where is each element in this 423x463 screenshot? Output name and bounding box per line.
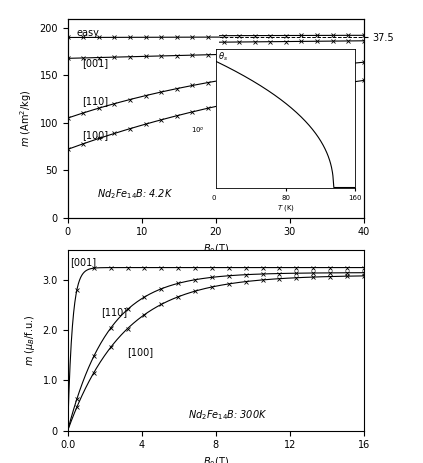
Text: [110]: [110]	[101, 307, 127, 317]
Text: [110]: [110]	[82, 96, 109, 106]
X-axis label: $T$ (K): $T$ (K)	[277, 202, 294, 213]
Text: [001]: [001]	[71, 257, 96, 267]
Text: [001]: [001]	[82, 58, 109, 68]
X-axis label: $B_0$(T): $B_0$(T)	[203, 243, 229, 257]
X-axis label: $B_0$(T): $B_0$(T)	[203, 456, 229, 463]
Text: $0$: $0$	[212, 193, 217, 202]
Text: $\theta_s$: $\theta_s$	[218, 50, 228, 63]
Text: $10^o$: $10^o$	[191, 125, 205, 135]
Text: [100]: [100]	[82, 130, 109, 140]
Text: $Nd_2Fe_{14}B$: 4.2K: $Nd_2Fe_{14}B$: 4.2K	[97, 187, 173, 200]
Text: easy: easy	[77, 28, 99, 38]
Text: [100]: [100]	[127, 347, 153, 357]
Y-axis label: $m$ ($\mu_B$/f.u.): $m$ ($\mu_B$/f.u.)	[23, 314, 37, 366]
Text: $Nd_2Fe_{14}B$: 300K: $Nd_2Fe_{14}B$: 300K	[188, 408, 267, 422]
Y-axis label: $m$ (Am$^2$/kg): $m$ (Am$^2$/kg)	[18, 89, 34, 147]
